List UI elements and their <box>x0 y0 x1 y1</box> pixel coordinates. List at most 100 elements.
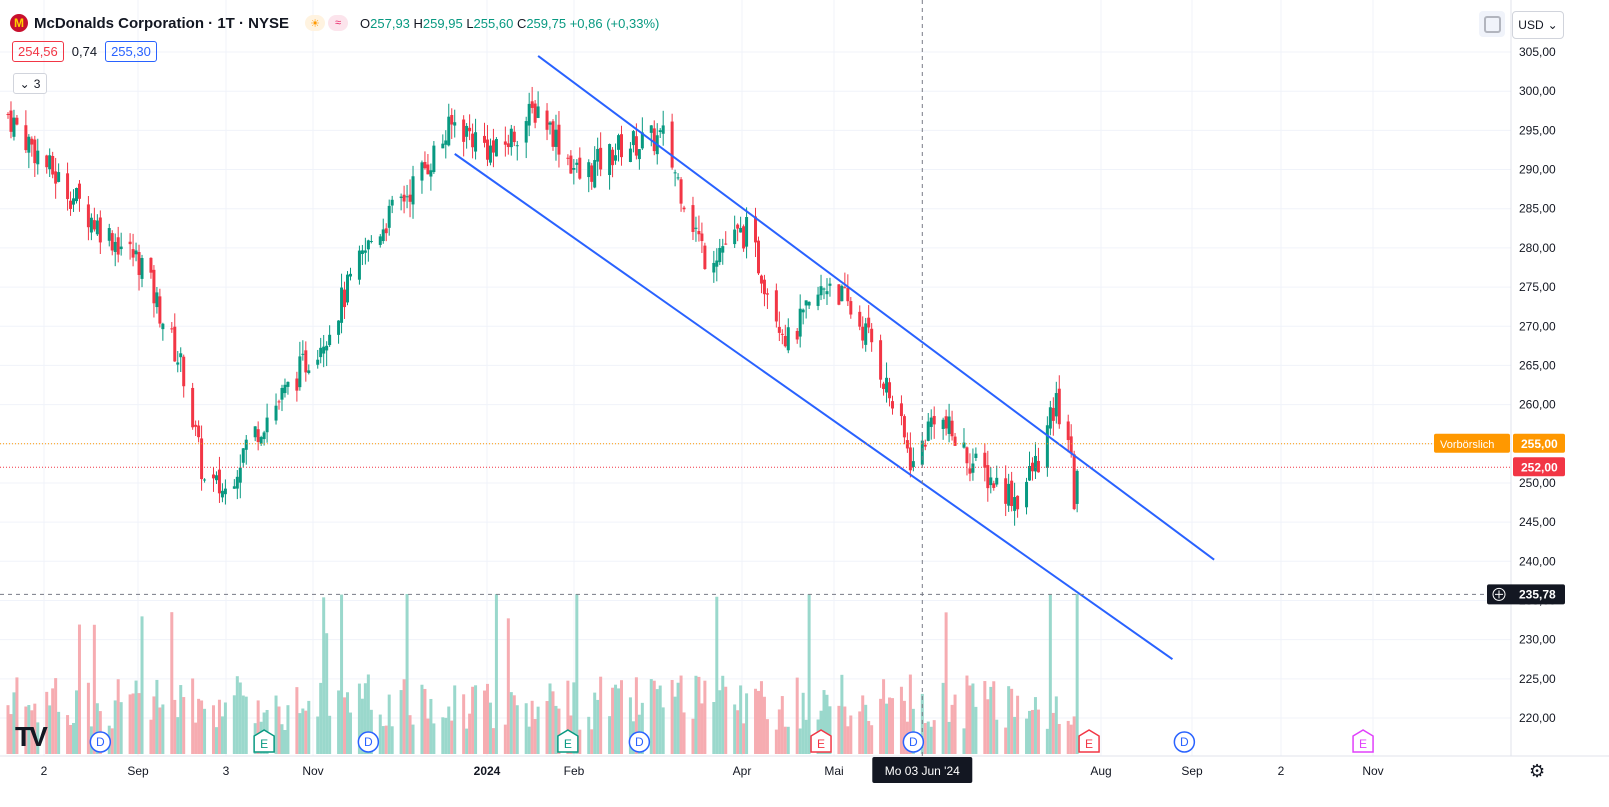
candle-body <box>69 200 73 209</box>
volume-bar <box>694 675 698 754</box>
candle-body <box>131 249 135 258</box>
volume-bar <box>1007 686 1011 754</box>
volume-bar <box>274 695 278 754</box>
earnings-marker-icon <box>557 729 579 753</box>
volume-bar <box>989 686 993 754</box>
volume-bar <box>1013 716 1017 754</box>
candle-body <box>816 294 820 306</box>
candle-body <box>697 230 701 235</box>
candle-body <box>381 229 385 242</box>
volume-bar <box>861 695 865 754</box>
volume-bar <box>15 677 19 754</box>
candle-body <box>348 273 352 277</box>
volume-bar <box>453 685 457 754</box>
volume-bar <box>12 692 16 754</box>
volume-bar <box>566 680 570 754</box>
volume-bar <box>110 728 114 754</box>
candle-body <box>328 334 332 346</box>
earnings-marker-icon <box>1078 729 1100 753</box>
candle-body <box>527 103 531 126</box>
volume-bar <box>759 681 763 754</box>
screenshot-button[interactable] <box>1479 11 1505 37</box>
candle-body <box>962 442 966 448</box>
volume-bar <box>191 678 195 754</box>
candle-body <box>113 241 117 252</box>
y-axis-tick-label: 285,00 <box>1519 202 1556 216</box>
candle-body <box>491 140 495 153</box>
sell-button[interactable]: 254,56 <box>12 41 64 62</box>
volume-bar <box>488 702 492 754</box>
candle-body <box>399 196 403 198</box>
trend-channel-upper-line <box>537 55 1215 561</box>
x-axis-tick-label: 2 <box>41 764 48 778</box>
candle-body <box>369 241 373 243</box>
volume-bar <box>420 684 424 754</box>
volume-bar <box>596 699 600 754</box>
candle-body <box>1010 480 1014 506</box>
tradingview-logo-icon[interactable]: TV <box>15 721 48 752</box>
candle-body <box>200 438 204 480</box>
open-value: 257,93 <box>370 15 410 31</box>
candle-body <box>423 161 427 169</box>
volume-bar <box>36 722 40 754</box>
currency-select[interactable]: USD ⌄ <box>1512 11 1564 39</box>
volume-bar <box>432 723 436 754</box>
volume-bar <box>715 596 719 754</box>
candle-body <box>447 116 451 146</box>
candle-body <box>346 274 350 303</box>
candle-body <box>718 247 722 263</box>
volume-bar <box>902 700 906 754</box>
candle-body <box>453 122 457 126</box>
volume-bar <box>256 700 260 754</box>
candle-body <box>640 132 644 149</box>
volume-bar <box>328 715 332 754</box>
candle-body <box>801 309 805 313</box>
candle-body <box>217 469 221 494</box>
volume-bar <box>214 727 218 754</box>
event-marker-label: E <box>1359 737 1367 751</box>
volume-bar <box>515 705 519 754</box>
volume-bar <box>45 691 49 754</box>
candle-body <box>45 155 49 168</box>
volume-bar <box>304 710 308 754</box>
candle-body <box>902 416 906 438</box>
candle-body <box>992 483 996 488</box>
volume-bar <box>679 675 683 754</box>
candle-body <box>569 155 573 174</box>
volume-bar <box>804 719 808 754</box>
volume-bar <box>655 689 659 754</box>
volume-bar <box>506 618 510 754</box>
candle-body <box>48 155 52 170</box>
volume-bar <box>340 594 344 754</box>
volume-bar <box>319 682 323 754</box>
buy-button[interactable]: 255,30 <box>105 41 157 62</box>
crosshair-date-label: Mo 03 Jun '24 <box>885 764 960 778</box>
indicators-collapse-button[interactable]: ⌄ 3 <box>13 73 47 94</box>
volume-bar <box>429 698 433 754</box>
volume-bar <box>1066 720 1070 754</box>
volume-bar <box>691 718 695 754</box>
y-axis-tick-label: 265,00 <box>1519 358 1556 372</box>
approx-icon[interactable]: ≈ <box>328 15 349 31</box>
dividend-marker-icon <box>628 731 651 753</box>
candle-body <box>599 147 603 170</box>
candle-body <box>736 224 740 229</box>
volume-bar <box>1057 723 1061 754</box>
candle-body <box>1054 393 1058 417</box>
volume-bar <box>634 677 638 754</box>
volume-bar <box>670 679 674 754</box>
symbol-title[interactable]: McDonalds Corporation · 1T · NYSE <box>34 14 290 32</box>
volume-bar <box>742 723 746 754</box>
x-axis-tick-label: Nov <box>1362 764 1383 778</box>
volume-bar <box>378 714 382 754</box>
candle-body <box>783 335 787 347</box>
sun-icon[interactable]: ☀ <box>305 15 326 31</box>
volume-bar <box>200 700 204 754</box>
gear-icon[interactable]: ⚙ <box>1529 761 1546 781</box>
earnings-marker-icon <box>1352 729 1374 753</box>
candle-body <box>286 381 290 387</box>
mcdonalds-logo-icon: M <box>10 14 28 32</box>
candle-body <box>837 284 841 305</box>
volume-bar <box>194 722 198 754</box>
